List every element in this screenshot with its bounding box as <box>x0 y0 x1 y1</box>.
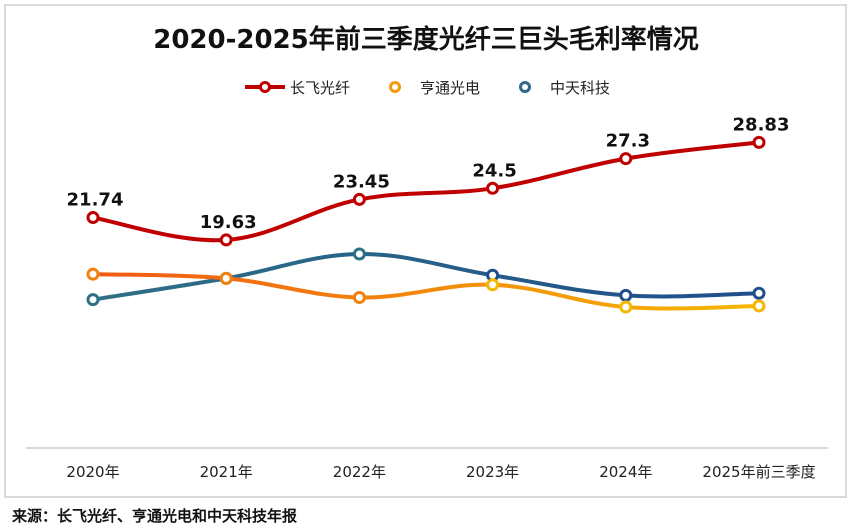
x-tick-label: 2025年前三季度 <box>702 463 815 481</box>
data-label: 27.3 <box>606 131 650 152</box>
series-group <box>86 135 766 314</box>
data-label: 24.5 <box>472 160 516 181</box>
x-tick-label: 2022年 <box>333 463 386 481</box>
data-label: 19.63 <box>200 212 257 233</box>
x-tick-label: 2020年 <box>66 463 119 481</box>
data-point <box>619 300 633 314</box>
data-point <box>752 299 766 313</box>
data-label: 28.83 <box>733 114 790 135</box>
source-note: 来源：长飞光纤、亨通光电和中天科技年报 <box>12 507 298 525</box>
chart-title: 2020-2025年前三季度光纤三巨头毛利率情况 <box>153 24 699 55</box>
x-tick-label: 2023年 <box>466 463 519 481</box>
series-1 <box>86 135 766 247</box>
data-point <box>86 267 100 281</box>
data-point <box>86 293 100 307</box>
series-line <box>91 272 761 311</box>
legend-item[interactable]: 亨通光电 <box>375 79 480 97</box>
data-point <box>219 271 233 285</box>
data-point <box>352 192 366 206</box>
legend-marker <box>259 81 271 93</box>
series-line <box>91 252 761 302</box>
data-point <box>752 135 766 149</box>
legend-marker <box>389 81 401 93</box>
data-labels: 21.74 19.63 23.45 24.5 27.3 28.83 <box>67 114 790 233</box>
x-tick-label: 2024年 <box>599 463 652 481</box>
legend-marker <box>519 81 531 93</box>
series-line <box>91 140 761 243</box>
data-point <box>619 288 633 302</box>
series-2 <box>86 267 766 314</box>
chart-frame <box>4 4 847 498</box>
legend-label: 长飞光纤 <box>290 79 350 97</box>
data-label: 23.45 <box>333 171 390 192</box>
data-point <box>219 233 233 247</box>
data-point <box>486 278 500 292</box>
legend: 长飞光纤 亨通光电 中天科技 <box>245 79 610 97</box>
data-label: 21.74 <box>67 190 124 211</box>
x-tick-label: 2021年 <box>200 463 253 481</box>
legend-label: 亨通光电 <box>420 79 480 97</box>
data-point <box>619 152 633 166</box>
data-point <box>352 290 366 304</box>
data-point <box>86 211 100 225</box>
data-point <box>752 286 766 300</box>
legend-item[interactable]: 中天科技 <box>505 79 610 97</box>
legend-label: 中天科技 <box>550 79 610 97</box>
x-axis-ticks: 2020年 2021年 2022年 2023年 2024年 2025年前三季度 <box>66 463 815 481</box>
data-point <box>352 247 366 261</box>
data-point <box>486 181 500 195</box>
legend-item[interactable]: 长飞光纤 <box>245 79 350 97</box>
